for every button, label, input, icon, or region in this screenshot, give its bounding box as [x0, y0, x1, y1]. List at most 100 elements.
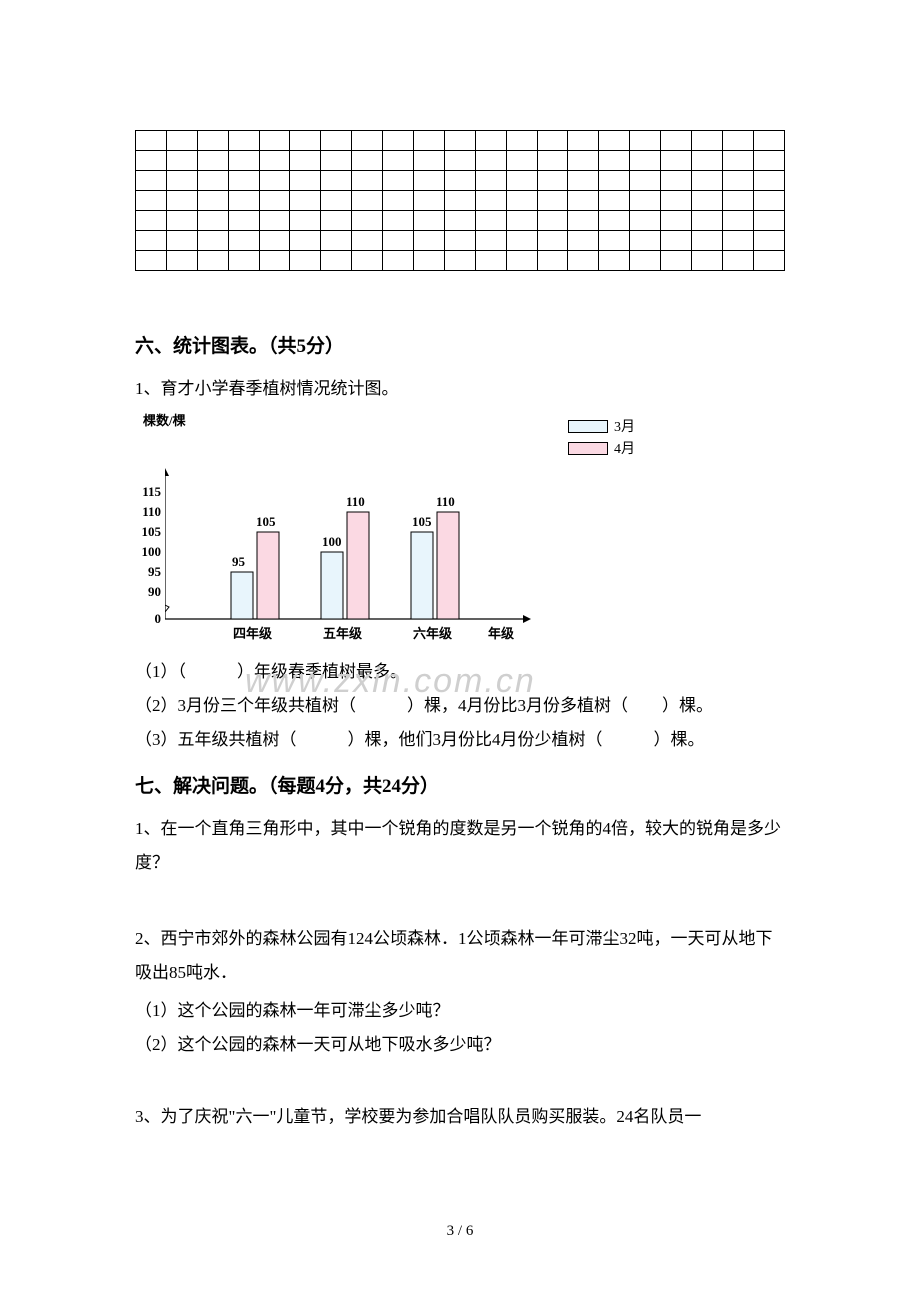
legend-label-april: 4月: [614, 438, 635, 458]
bar-value-label: 95: [232, 554, 245, 570]
grid-cell: [599, 251, 630, 271]
grid-cell: [475, 131, 506, 151]
grid-cell: [383, 191, 414, 211]
grid-cell: [259, 251, 290, 271]
section-seven-q2-sub2: （2）这个公园的森林一天可从地下吸水多少吨？: [135, 1028, 785, 1062]
section-seven-q1: 1、在一个直角三角形中，其中一个锐角的度数是另一个锐角的4倍，较大的锐角是多少度…: [135, 812, 785, 880]
grid-cell: [259, 151, 290, 171]
grid-cell: [692, 211, 723, 231]
grid-cell: [136, 211, 167, 231]
grid-cell: [630, 131, 661, 151]
grid-cell: [414, 231, 445, 251]
grid-cell: [414, 191, 445, 211]
x-category-label: 年级: [488, 623, 514, 642]
grid-cell: [383, 131, 414, 151]
bar-chart: 棵数/棵 3月 4月 09095100105110115 四年级五年级六年级年级…: [135, 412, 535, 647]
grid-cell: [259, 171, 290, 191]
grid-cell: [630, 191, 661, 211]
grid-cell: [290, 131, 321, 151]
grid-cell: [228, 171, 259, 191]
grid-cell: [414, 251, 445, 271]
grid-cell: [197, 171, 228, 191]
grid-cell: [290, 171, 321, 191]
grid-cell: [259, 131, 290, 151]
grid-cell: [290, 151, 321, 171]
x-category-label: 四年级: [233, 623, 272, 642]
y-tick-label: 95: [135, 564, 161, 580]
grid-cell: [383, 171, 414, 191]
grid-cell: [537, 171, 568, 191]
grid-cell: [661, 171, 692, 191]
grid-cell: [568, 251, 599, 271]
grid-cell: [568, 191, 599, 211]
x-category-label: 五年级: [323, 623, 362, 642]
grid-cell: [383, 151, 414, 171]
y-tick-label: 110: [135, 504, 161, 520]
grid-cell: [228, 251, 259, 271]
grid-cell: [290, 231, 321, 251]
grid-cell: [414, 211, 445, 231]
section-seven-q2: 2、西宁市郊外的森林公园有124公顷森林．1公顷森林一年可滞尘32吨，一天可从地…: [135, 922, 785, 990]
grid-cell: [259, 211, 290, 231]
grid-cell: [661, 211, 692, 231]
grid-cell: [506, 131, 537, 151]
section-six-heading: 六、统计图表。（共5分）: [135, 331, 785, 358]
grid-cell: [321, 251, 352, 271]
bar-value-label: 105: [256, 514, 276, 530]
grid-cell: [197, 131, 228, 151]
bar-value-label: 105: [412, 514, 432, 530]
grid-cell: [136, 231, 167, 251]
grid-cell: [722, 231, 753, 251]
grid-cell: [568, 211, 599, 231]
section-seven-q2-sub1: （1）这个公园的森林一年可滞尘多少吨？: [135, 994, 785, 1028]
grid-cell: [352, 131, 383, 151]
grid-cell: [599, 231, 630, 251]
grid-cell: [414, 151, 445, 171]
grid-cell: [692, 131, 723, 151]
grid-cell: [444, 191, 475, 211]
grid-cell: [753, 191, 784, 211]
grid-cell: [383, 251, 414, 271]
y-tick-label: 100: [135, 544, 161, 560]
bar-value-label: 110: [346, 494, 365, 510]
chart-svg: [165, 424, 545, 644]
grid-cell: [197, 211, 228, 231]
legend-item-april: 4月: [568, 438, 635, 458]
grid-cell: [166, 231, 197, 251]
page-number: 3 / 6: [0, 1223, 920, 1240]
grid-cell: [444, 131, 475, 151]
grid-cell: [259, 191, 290, 211]
legend-item-march: 3月: [568, 416, 635, 436]
grid-cell: [722, 211, 753, 231]
grid-cell: [166, 131, 197, 151]
grid-cell: [506, 171, 537, 191]
page-content: 六、统计图表。（共5分） 1、育才小学春季植树情况统计图。 棵数/棵 3月 4月…: [0, 0, 920, 1134]
grid-cell: [506, 151, 537, 171]
grid-cell: [630, 151, 661, 171]
grid-cell: [444, 151, 475, 171]
grid-cell: [166, 171, 197, 191]
grid-cell: [321, 131, 352, 151]
grid-cell: [352, 211, 383, 231]
section-six-sub3: （3）五年级共植树（ ）棵，他们3月份比4月份少植树（ ）棵。: [135, 723, 785, 757]
section-seven-heading: 七、解决问题。（每题4分，共24分）: [135, 771, 785, 798]
grid-cell: [475, 191, 506, 211]
grid-cell: [722, 191, 753, 211]
grid-cell: [537, 131, 568, 151]
grid-cell: [661, 251, 692, 271]
answer-grid: [135, 130, 785, 271]
grid-cell: [290, 211, 321, 231]
grid-cell: [259, 231, 290, 251]
grid-cell: [506, 251, 537, 271]
grid-cell: [537, 211, 568, 231]
grid-cell: [444, 211, 475, 231]
y-tick-label: 0: [135, 611, 161, 627]
grid-cell: [321, 151, 352, 171]
grid-cell: [136, 251, 167, 271]
grid-cell: [630, 251, 661, 271]
grid-cell: [599, 191, 630, 211]
grid-cell: [321, 191, 352, 211]
grid-cell: [352, 171, 383, 191]
grid-cell: [197, 191, 228, 211]
grid-cell: [692, 231, 723, 251]
